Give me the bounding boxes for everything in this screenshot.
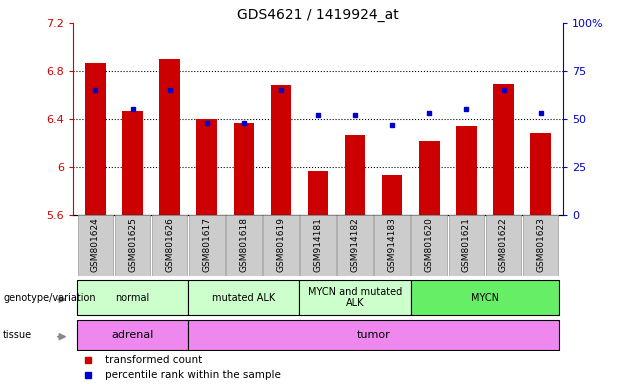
Text: normal: normal (115, 293, 149, 303)
Bar (188, 280, 300, 315)
Text: GSM801621: GSM801621 (462, 217, 471, 272)
Bar (122, 111, 142, 215)
Bar (337, 215, 373, 276)
Bar (530, 133, 551, 215)
Bar (188, 320, 559, 350)
Text: GSM801625: GSM801625 (128, 217, 137, 272)
Title: GDS4621 / 1419924_at: GDS4621 / 1419924_at (237, 8, 399, 22)
Text: mutated ALK: mutated ALK (212, 293, 275, 303)
Bar (78, 215, 113, 276)
Text: tissue: tissue (3, 330, 32, 340)
Text: GSM801618: GSM801618 (239, 217, 248, 272)
Bar (494, 84, 514, 215)
Text: GSM801619: GSM801619 (277, 217, 286, 272)
Text: GSM801623: GSM801623 (536, 217, 545, 272)
Text: GSM914183: GSM914183 (388, 217, 397, 272)
Bar (308, 170, 328, 215)
Bar (411, 280, 559, 315)
Bar (375, 215, 410, 276)
Bar (382, 175, 403, 215)
Bar (419, 141, 439, 215)
Text: GSM801624: GSM801624 (91, 217, 100, 271)
Bar (456, 126, 476, 215)
Bar (152, 215, 188, 276)
Bar (300, 215, 336, 276)
Bar (85, 63, 106, 215)
Bar (448, 215, 484, 276)
Text: tumor: tumor (357, 330, 391, 340)
Text: percentile rank within the sample: percentile rank within the sample (105, 370, 281, 380)
Bar (189, 215, 225, 276)
Text: GSM801622: GSM801622 (499, 217, 508, 271)
Text: GSM801620: GSM801620 (425, 217, 434, 272)
Bar (263, 215, 299, 276)
Text: transformed count: transformed count (105, 355, 202, 365)
Text: GSM801626: GSM801626 (165, 217, 174, 272)
Bar (233, 122, 254, 215)
Bar (160, 59, 180, 215)
Text: GSM801617: GSM801617 (202, 217, 211, 272)
Bar (197, 119, 217, 215)
Bar (345, 135, 365, 215)
Text: MYCN and mutated
ALK: MYCN and mutated ALK (308, 287, 402, 308)
Bar (114, 215, 150, 276)
Text: MYCN: MYCN (471, 293, 499, 303)
Bar (486, 215, 522, 276)
Text: genotype/variation: genotype/variation (3, 293, 96, 303)
Bar (300, 280, 411, 315)
Bar (523, 215, 558, 276)
Text: adrenal: adrenal (111, 330, 154, 340)
Bar (77, 320, 188, 350)
Text: GSM914181: GSM914181 (314, 217, 322, 272)
Bar (271, 86, 291, 215)
Bar (77, 280, 188, 315)
Text: GSM914182: GSM914182 (350, 217, 359, 271)
Bar (411, 215, 447, 276)
Bar (226, 215, 261, 276)
